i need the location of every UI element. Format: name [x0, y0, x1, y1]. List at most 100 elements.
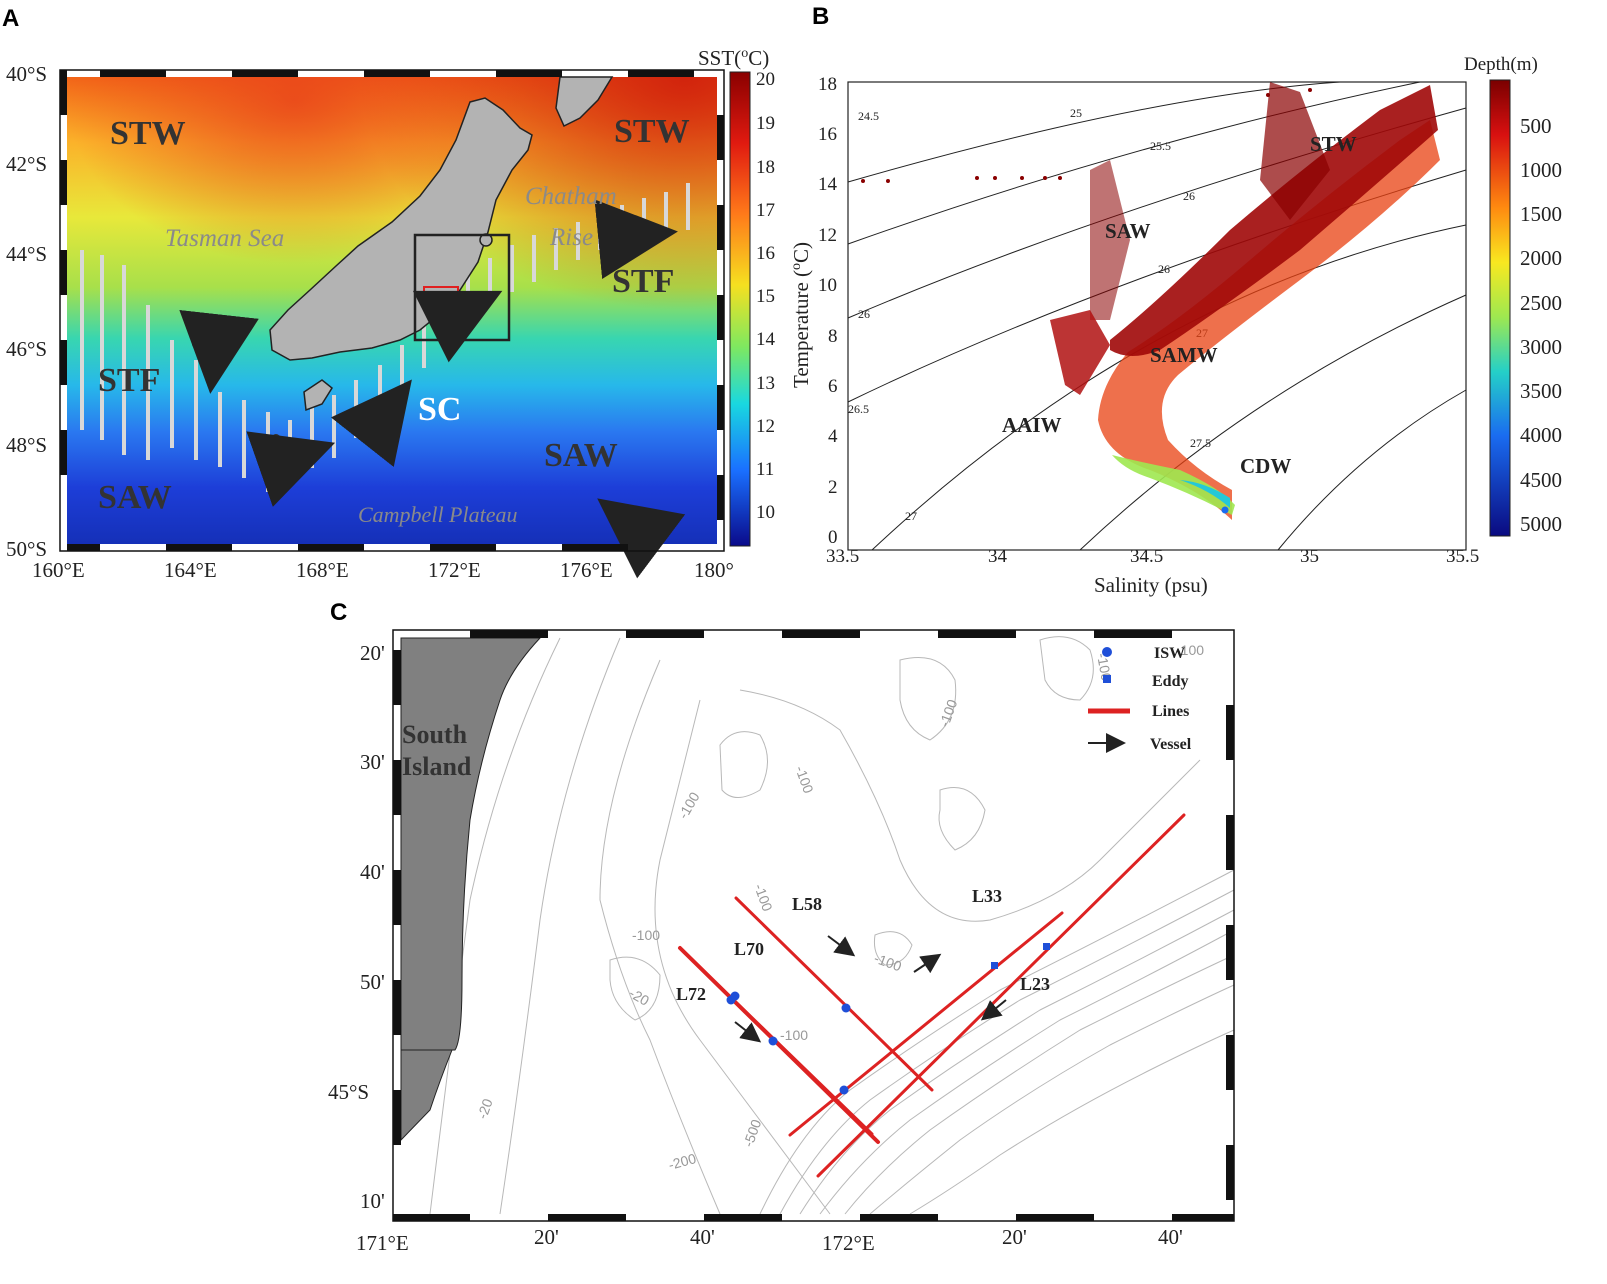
- label-stw: STW: [1310, 132, 1357, 156]
- label-l72: L72: [676, 984, 706, 1004]
- depth-tick: 2500: [1520, 291, 1562, 315]
- lon-tick: 40': [690, 1225, 715, 1249]
- lon-tick: 20': [534, 1225, 559, 1249]
- sst-tick: 20: [756, 69, 775, 90]
- label-chatham: Chatham: [525, 183, 617, 210]
- south-island: [269, 97, 533, 361]
- panel-c: C -100 -100 -100 -100: [328, 599, 1235, 1255]
- land-label-island: Island: [402, 752, 472, 781]
- x-tick: 33.5: [826, 546, 859, 567]
- lon-tick: 171°E: [356, 1231, 409, 1255]
- label-stf-west: STF: [98, 362, 160, 399]
- lon-tick: 172°E: [428, 558, 481, 582]
- panel-a-lon-ticks: 160°E 164°E 168°E 172°E 176°E 180°: [32, 558, 734, 582]
- label-saw: SAW: [1105, 219, 1151, 243]
- lon-tick: 20': [1002, 1225, 1027, 1249]
- panel-c-lat-ticks: 20' 30' 40' 50' 45°S 10': [328, 641, 385, 1213]
- depth-title: Depth(m): [1464, 54, 1538, 75]
- x-tick: 34.5: [1130, 546, 1163, 567]
- label-l23: L23: [1020, 974, 1050, 994]
- lat-tick: 50': [360, 970, 385, 994]
- isw-point: [839, 1085, 849, 1095]
- depth-tick: 3500: [1520, 379, 1562, 403]
- panel-a-lat-ticks: 40°S 42°S 44°S 46°S 48°S 50°S: [6, 62, 47, 561]
- depth-tick: 1500: [1520, 202, 1562, 226]
- sst-tick: 17: [756, 200, 775, 221]
- sst-tick: 16: [756, 243, 775, 264]
- density-label: 25: [1070, 106, 1082, 120]
- x-tick: 35.5: [1446, 546, 1479, 567]
- contour-label: -100: [1176, 642, 1204, 658]
- ts-ylabel-end: C): [789, 242, 813, 263]
- isw-point: [730, 991, 740, 1001]
- south-island-coast-south: [400, 1049, 453, 1142]
- panel-b-letter: B: [812, 3, 829, 30]
- land-label-south: South: [402, 720, 468, 749]
- contour-label: -100: [1094, 652, 1115, 683]
- contour-label: -100: [780, 1027, 808, 1043]
- ts-ylabel: Temperature (: [789, 270, 813, 388]
- density-label: 25.5: [1150, 139, 1171, 153]
- depth-ticks: 500 1000 1500 2000 2500 3000 3500 4000 4…: [1520, 114, 1562, 536]
- ts-x-ticks: 33.5 34 34.5 35 35.5: [826, 546, 1479, 567]
- label-stf-east: STF: [612, 263, 674, 300]
- depth-tick: 5000: [1520, 512, 1562, 536]
- line-l72: [682, 950, 874, 1136]
- depth-tick: 500: [1520, 114, 1552, 138]
- legend-isw-symbol: [1102, 647, 1112, 657]
- lat-tick: 30': [360, 750, 385, 774]
- panel-a: A: [2, 5, 776, 582]
- label-campbell-plateau: Campbell Plateau: [358, 502, 517, 527]
- label-rise: Rise: [549, 224, 593, 251]
- ts-watermass-labels: STW SAW SAMW AAIW CDW: [1002, 132, 1357, 478]
- panel-c-frame: [392, 629, 1235, 1222]
- lon-tick: 176°E: [560, 558, 613, 582]
- south-island-coast: [400, 637, 542, 1051]
- lon-tick: 168°E: [296, 558, 349, 582]
- sst-title-sup: o: [741, 46, 748, 61]
- sst-tick: 18: [756, 157, 775, 178]
- density-label: 24.5: [858, 109, 879, 123]
- panel-c-lon-ticks: 171°E 20' 40' 172°E 20' 40': [356, 1225, 1183, 1255]
- lat-tick: 44°S: [6, 242, 47, 266]
- density-label: 26: [1158, 262, 1170, 276]
- line-labels: L58 L70 L72 L33 L23: [676, 886, 1050, 1004]
- ts-ylabel-sup: o: [789, 263, 804, 270]
- sst-tick: 11: [756, 459, 774, 480]
- y-tick: 8: [828, 326, 838, 347]
- density-label: 26: [1183, 189, 1195, 203]
- density-label: 26: [858, 307, 870, 321]
- density-label: 26.5: [848, 402, 869, 416]
- lon-tick: 160°E: [32, 558, 85, 582]
- depth-tick: 4000: [1520, 423, 1562, 447]
- sst-tick: 10: [756, 502, 775, 523]
- sst-tick: 19: [756, 113, 775, 134]
- label-cdw: CDW: [1240, 454, 1291, 478]
- sst-ticks: 20 19 18 17 16 15 14 13 12 11 10: [756, 69, 776, 523]
- vessel-arrows: [734, 935, 1007, 1043]
- sst-tick: 13: [756, 373, 775, 394]
- ts-data-cloud: [861, 82, 1440, 520]
- label-saw-east: SAW: [544, 437, 618, 474]
- line-l33: [788, 911, 1064, 1137]
- lon-tick: 40': [1158, 1225, 1183, 1249]
- sst-tick: 12: [756, 416, 775, 437]
- lat-tick: 46°S: [6, 337, 47, 361]
- sst-tick: 14: [756, 329, 776, 350]
- y-tick: 12: [818, 225, 837, 246]
- lat-tick: 40': [360, 860, 385, 884]
- label-saw-west: SAW: [98, 479, 172, 516]
- panel-a-letter: A: [2, 5, 19, 32]
- lon-tick: 180°: [694, 558, 734, 582]
- legend-isw-label: ISW: [1154, 645, 1185, 662]
- y-tick: 18: [818, 74, 837, 95]
- legend-eddy-symbol: [1103, 675, 1111, 683]
- ts-xlabel: Salinity (psu): [1094, 573, 1208, 597]
- lat-tick: 50°S: [6, 537, 47, 561]
- panel-c-letter: C: [330, 599, 347, 626]
- contour-label: -100: [632, 927, 660, 943]
- y-tick: 4: [828, 426, 838, 447]
- y-tick: 10: [818, 275, 837, 296]
- panel-b: B 24.5 25 25.5 26 26 26 26.5 27 27 27.5: [789, 3, 1562, 597]
- depth-tick: 2000: [1520, 246, 1562, 270]
